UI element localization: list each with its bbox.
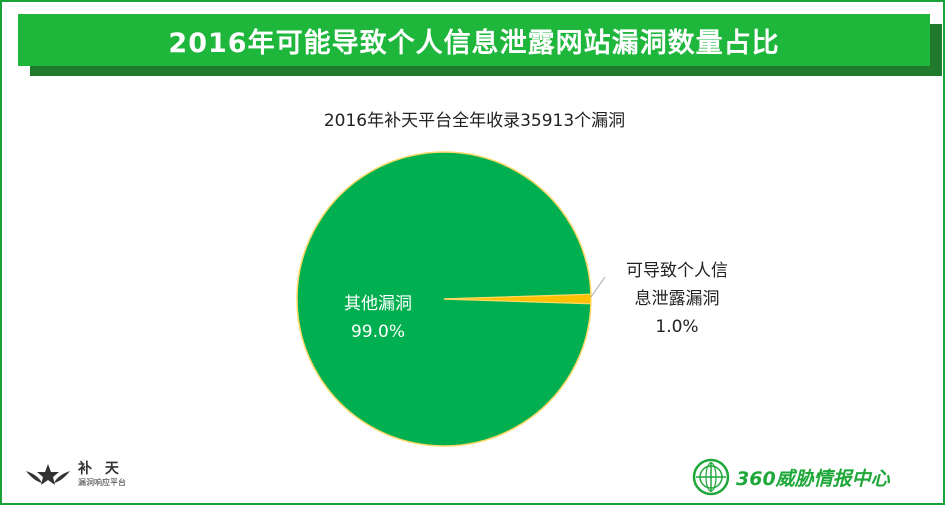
pie-slice-personal-info <box>443 293 592 305</box>
title-banner: 2016年可能导致个人信息泄露网站漏洞数量占比 <box>18 14 930 66</box>
butian-logo: 补 天 漏洞响应平台 <box>24 460 126 492</box>
butian-logo-name: 补 天 <box>78 461 123 477</box>
page-title: 2016年可能导致个人信息泄露网站漏洞数量占比 <box>168 27 780 59</box>
leader-line <box>590 276 606 298</box>
chart-title: 2016年补天平台全年收录35913个漏洞 <box>323 111 626 131</box>
star-wings-icon <box>26 464 70 485</box>
slice-percent-other: 99.0% <box>350 322 405 342</box>
threat-center-logo: 360威胁情报中心 <box>692 457 890 497</box>
pie-slice-other <box>296 151 592 447</box>
threat-center-name: 360威胁情报中心 <box>736 467 890 490</box>
slice-label-personal-info: 可导致个人信 息泄露漏洞 1.0% <box>607 257 747 341</box>
slice-label-other: 其他漏洞 99.0% <box>318 290 438 346</box>
butian-logo-subtitle: 漏洞响应平台 <box>78 478 126 487</box>
globe-icon <box>692 458 730 496</box>
slice-name-line2: 息泄露漏洞 <box>634 289 720 309</box>
slice-name-line1: 可导致个人信 <box>626 261 728 281</box>
slice-name-other: 其他漏洞 <box>344 294 412 314</box>
slice-percent-personal-info: 1.0% <box>655 317 699 337</box>
